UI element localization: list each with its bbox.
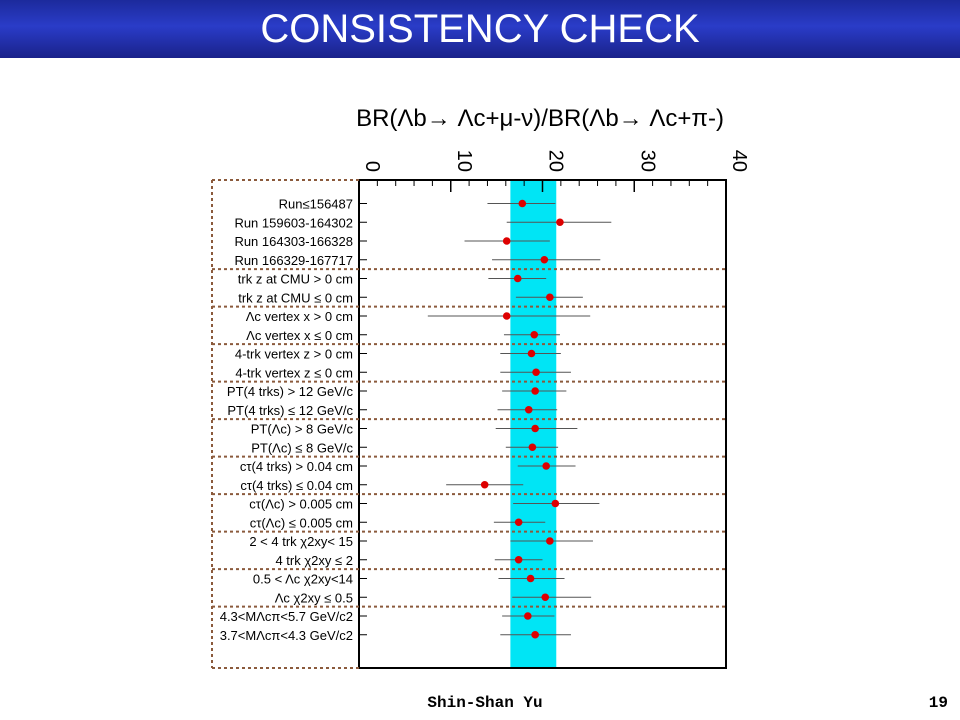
data-point bbox=[540, 255, 549, 264]
data-point bbox=[531, 630, 539, 639]
row-label: Λc χ2xy ≤ 0.5 bbox=[275, 590, 353, 605]
data-point bbox=[530, 330, 539, 339]
footer-author: Shin-Shan Yu bbox=[427, 694, 543, 712]
row-label: PT(4 trks) > 12 GeV/c bbox=[227, 384, 354, 399]
row-label: Run 166329-167717 bbox=[234, 253, 353, 268]
data-point bbox=[513, 274, 522, 283]
title-bar bbox=[0, 0, 960, 58]
data-point bbox=[542, 462, 550, 470]
data-point bbox=[514, 555, 523, 564]
x-tick-label: 0 bbox=[361, 161, 383, 172]
slide-title: CONSISTENCY CHECK bbox=[260, 7, 700, 51]
x-tick-label: 20 bbox=[545, 150, 567, 172]
row-label: 2 < 4 trk χ2xy< 15 bbox=[249, 534, 353, 549]
row-label: cτ(Λc) ≤ 0.005 cm bbox=[250, 515, 353, 530]
row-label: Run 164303-166328 bbox=[234, 234, 353, 249]
data-point bbox=[531, 387, 539, 395]
row-label: 3.7<MΛcπ<4.3 GeV/c2 bbox=[220, 628, 353, 643]
row-label: PT(Λc) > 8 GeV/c bbox=[251, 422, 354, 437]
row-label: Run≤156487 bbox=[279, 197, 353, 212]
data-point bbox=[526, 574, 535, 583]
chart-title: BR(Λb→ Λc+μ-ν)/BR(Λb→ Λc+π-) bbox=[356, 105, 724, 132]
data-point bbox=[514, 518, 523, 527]
row-label: 4-trk vertex z > 0 cm bbox=[235, 347, 353, 362]
x-tick-label: 40 bbox=[728, 150, 750, 172]
data-point bbox=[480, 480, 489, 489]
row-label: 4 trk χ2xy ≤ 2 bbox=[275, 553, 353, 568]
data-point bbox=[546, 537, 554, 545]
row-label: cτ(4 trks) ≤ 0.04 cm bbox=[240, 478, 353, 493]
data-point bbox=[541, 593, 550, 602]
data-point bbox=[518, 199, 527, 208]
x-tick-label: 30 bbox=[636, 150, 658, 172]
row-label: 4.3<MΛcπ<5.7 GeV/c2 bbox=[220, 609, 353, 624]
row-label: 0.5 < Λc χ2xy<14 bbox=[253, 572, 353, 587]
row-label: Run 159603-164302 bbox=[234, 215, 353, 230]
data-point bbox=[546, 293, 554, 302]
data-point bbox=[524, 405, 533, 414]
data-point bbox=[502, 237, 511, 245]
row-label: 4-trk vertex z ≤ 0 cm bbox=[235, 365, 353, 380]
x-tick-label: 10 bbox=[453, 150, 475, 172]
row-label: PT(4 trks) ≤ 12 GeV/c bbox=[227, 403, 353, 418]
row-label: Λc vertex x > 0 cm bbox=[246, 309, 353, 324]
data-point bbox=[556, 218, 564, 227]
data-point bbox=[524, 612, 532, 620]
row-label: Λc vertex x ≤ 0 cm bbox=[246, 328, 353, 343]
average-band bbox=[510, 180, 557, 668]
page-number: 19 bbox=[928, 694, 948, 712]
row-label: trk z at CMU ≤ 0 cm bbox=[238, 290, 353, 305]
data-point bbox=[527, 349, 536, 358]
row-label: PT(Λc) ≤ 8 GeV/c bbox=[251, 440, 353, 455]
data-point bbox=[531, 424, 539, 433]
data-point bbox=[551, 499, 560, 508]
data-point bbox=[502, 312, 511, 320]
data-point bbox=[528, 443, 537, 452]
data-point bbox=[532, 368, 540, 377]
consistency-chart: BR(Λb→ Λc+μ-ν)/BR(Λb→ Λc+π-) 0 10 20 30 40 Run… bbox=[211, 105, 750, 669]
row-label: cτ(Λc) > 0.005 cm bbox=[249, 497, 353, 512]
row-label: cτ(4 trks) > 0.04 cm bbox=[240, 459, 353, 474]
row-label: trk z at CMU > 0 cm bbox=[238, 272, 353, 287]
